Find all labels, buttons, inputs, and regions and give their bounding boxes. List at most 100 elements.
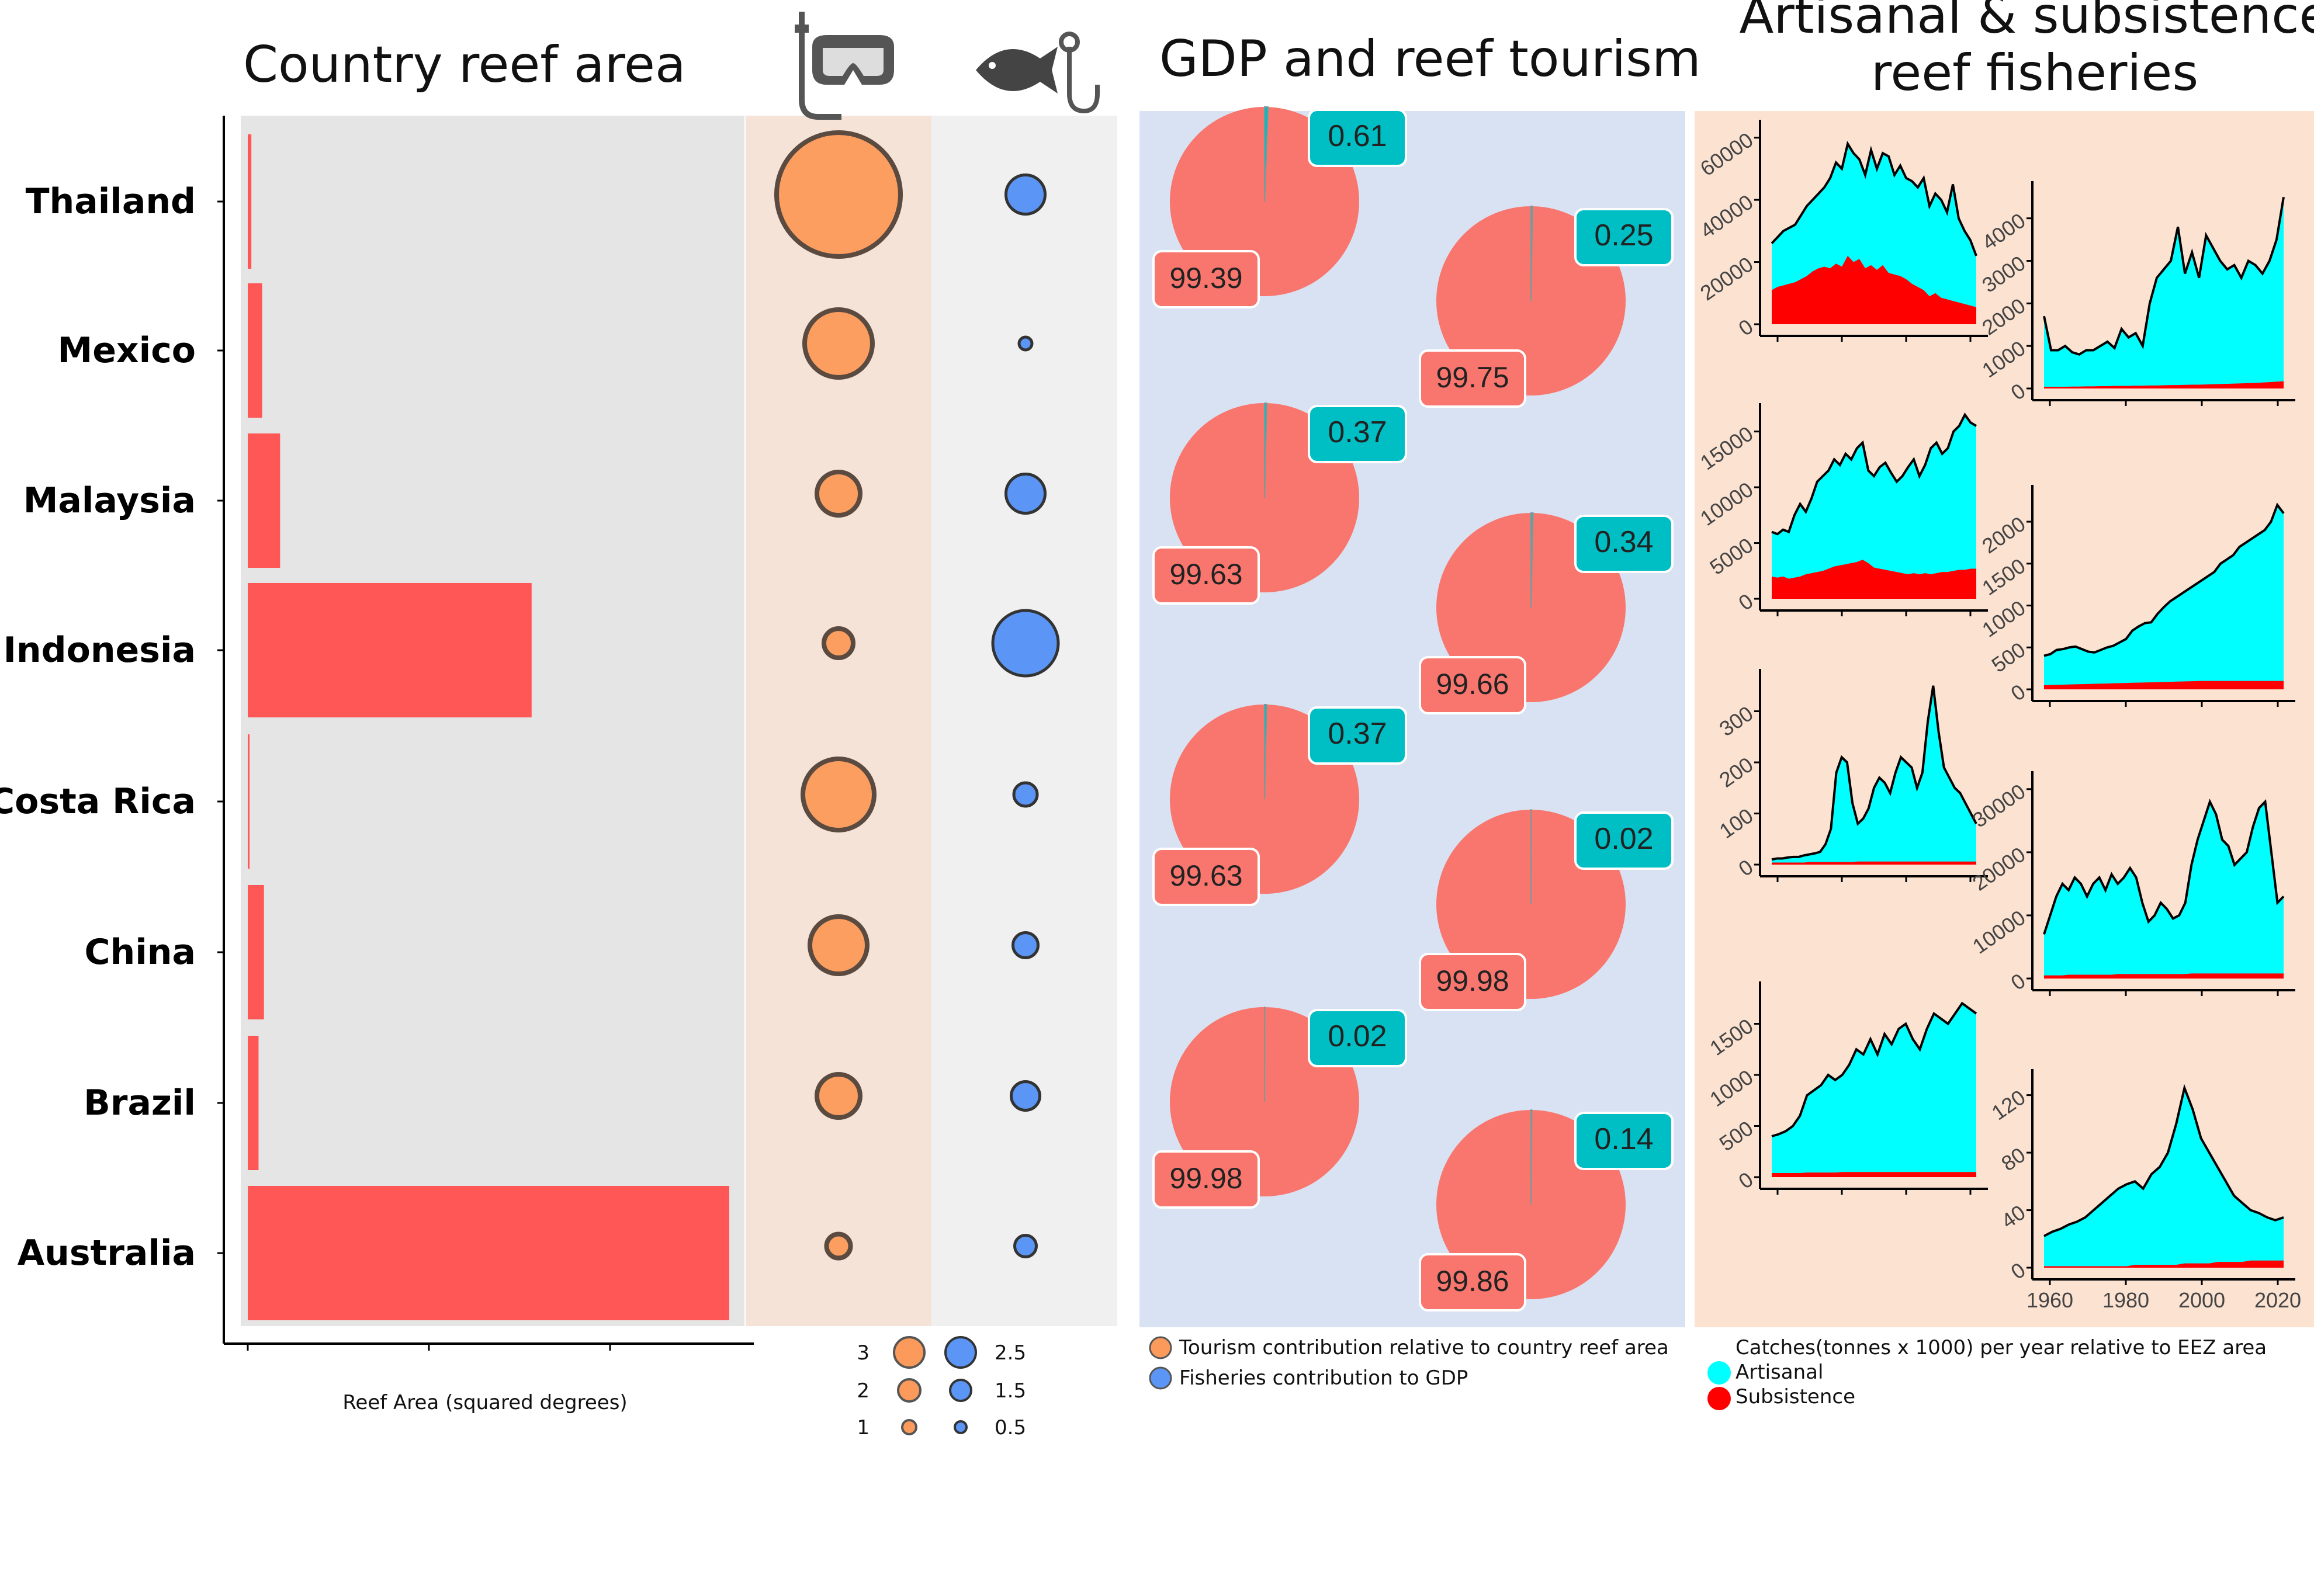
reef-area-bar xyxy=(248,283,262,418)
subsistence-area xyxy=(1772,560,1976,599)
country-label: Brazil xyxy=(84,1082,196,1123)
country-label: Malaysia xyxy=(23,480,196,521)
subsistence-legend-label: Subsistence xyxy=(1736,1385,1855,1408)
fisheries-bubble xyxy=(1010,1080,1041,1112)
fisheries-legend-title: Catches(tonnes x 1000) per year relative… xyxy=(1736,1336,2267,1359)
tourism-bubble xyxy=(808,914,870,976)
gdp-title: GDP and reef tourism xyxy=(1159,30,1701,88)
artisanal-area xyxy=(2044,1088,2284,1268)
pie-main-label: 99.75 xyxy=(1436,361,1509,394)
pie-small-slice xyxy=(1264,402,1267,498)
pie-small-slice xyxy=(1530,512,1534,608)
tourism-legend-value: 2 xyxy=(857,1379,870,1403)
tourism-bubble xyxy=(822,626,855,660)
artisanal-line xyxy=(2043,196,2285,356)
pie-main-label-box xyxy=(1152,546,1260,605)
tourism-bubble xyxy=(815,1072,862,1120)
tourism-bubble-panel-bg xyxy=(746,116,931,1326)
fisheries-bubble xyxy=(1017,335,1034,352)
pie-small-label-box xyxy=(1574,811,1674,870)
artisanal-area xyxy=(1772,415,1976,599)
reef-area-bar xyxy=(248,1036,259,1170)
reef-area-bar xyxy=(248,734,250,869)
area-x-tick-label: 1960 xyxy=(2027,1288,2073,1312)
pie-small-label: 0.37 xyxy=(1328,415,1387,449)
artisanal-line xyxy=(2043,502,2285,657)
tourism-legend-circle xyxy=(893,1336,926,1369)
bubble-columns xyxy=(774,130,1060,1261)
reef-area-panel-bg xyxy=(241,116,744,1326)
country-label: Thailand xyxy=(26,181,196,222)
reef-area-bars xyxy=(248,134,729,1320)
pie-main-label-box xyxy=(1419,1253,1526,1312)
artisanal-area xyxy=(1772,1003,1976,1177)
subsistence-area xyxy=(2044,681,2284,689)
country-label: Australia xyxy=(18,1233,196,1274)
tourism-bubble xyxy=(774,130,903,259)
fisheries-title-line2: reef fisheries xyxy=(1871,44,2198,102)
fisheries-bubble xyxy=(1012,781,1039,808)
pie-small-label-box xyxy=(1574,515,1674,573)
pie-main-label: 99.98 xyxy=(1436,964,1509,997)
artisanal-line xyxy=(1771,412,1977,536)
artisanal-line xyxy=(1771,141,1977,256)
artisanal-area xyxy=(2044,802,2284,979)
pie-main-label-box xyxy=(1419,656,1526,714)
pie-main-label-box xyxy=(1152,1150,1260,1209)
subsistence-area xyxy=(2044,381,2284,388)
tourism-legend-circle xyxy=(897,1378,922,1403)
fisheries-bubble-panel-bg xyxy=(931,116,1117,1326)
bar-x-axis-label: Reef Area (squared degrees) xyxy=(342,1391,627,1414)
pie-main-label: 99.63 xyxy=(1169,859,1242,892)
country-label: China xyxy=(84,932,196,973)
fisheries-title-line1: Artisanal & subsistence xyxy=(1740,0,2314,45)
gdp-pies: 0.61 99.39 0.25 99.75 0.37 99.63 0.34 99.66 0.37… xyxy=(1152,106,1674,1312)
fisheries-legend-circle xyxy=(954,1420,968,1434)
pie-main-label-box xyxy=(1152,250,1260,308)
pie-main-label: 99.66 xyxy=(1436,668,1509,700)
tourism-bubble xyxy=(801,757,877,832)
tourism-legend-circle xyxy=(901,1419,917,1435)
reef-area-bar xyxy=(248,1186,729,1320)
reef-area-bar xyxy=(248,583,532,717)
artisanal-area xyxy=(1772,685,1976,865)
tourism-bubble xyxy=(815,470,862,518)
pie-small-label: 0.14 xyxy=(1594,1122,1653,1156)
tourism-bubble xyxy=(824,1231,853,1261)
pie-main-label: 99.98 xyxy=(1169,1162,1242,1195)
pie-small-label: 0.02 xyxy=(1594,822,1653,856)
fisheries-legend-swatch xyxy=(1149,1366,1172,1390)
pie-main-label: 99.63 xyxy=(1169,558,1242,591)
fisheries-bubble xyxy=(991,609,1060,678)
area-x-tick-label: 2020 xyxy=(2254,1288,2301,1312)
pie-small-label: 0.37 xyxy=(1328,717,1387,751)
fisheries-bubble xyxy=(1011,931,1040,959)
country-label: Indonesia xyxy=(4,630,196,671)
fisheries-bubble xyxy=(1004,473,1047,515)
subsistence-area xyxy=(1772,861,1976,865)
reef-area-bar xyxy=(248,134,252,269)
artisanal-area xyxy=(2044,197,2284,388)
pie-small-label-box xyxy=(1574,1112,1674,1170)
reef-area-bar xyxy=(248,433,280,568)
area-x-tick-label: 2000 xyxy=(2178,1288,2225,1312)
pie-small-slice xyxy=(1264,106,1269,202)
tourism-bubble xyxy=(802,307,875,380)
tourism-legend-value: 1 xyxy=(857,1416,870,1439)
tourism-legend-value: 3 xyxy=(857,1341,870,1365)
reef-area-bar xyxy=(248,885,264,1019)
artisanal-line xyxy=(2043,799,2285,935)
pie-small-label: 0.02 xyxy=(1328,1019,1387,1053)
pie-main-label: 99.39 xyxy=(1169,262,1242,294)
artisanal-area xyxy=(2044,505,2284,689)
pie-main-label-box xyxy=(1152,848,1260,906)
country-label: Mexico xyxy=(58,330,196,371)
fisheries-bubble xyxy=(1004,174,1047,216)
pie-small-slice xyxy=(1530,205,1533,301)
bar-x-ticks xyxy=(247,1344,611,1351)
fisheries-legend: Catches(tonnes x 1000) per year relative… xyxy=(1707,1336,2267,1410)
fisheries-legend-value: 2.5 xyxy=(995,1341,1026,1365)
snorkel-mask-icon xyxy=(795,12,894,120)
subsistence-legend-swatch xyxy=(1707,1387,1731,1410)
